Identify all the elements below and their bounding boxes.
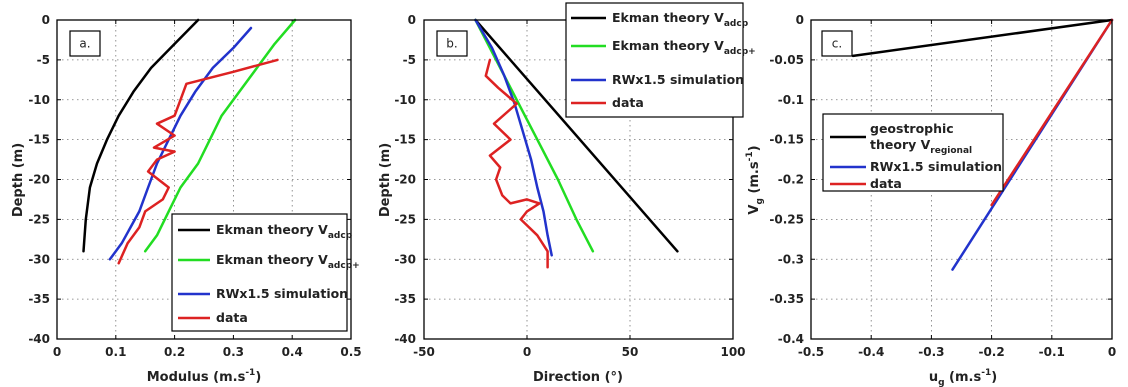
y-tick-label: -0.35 xyxy=(769,292,804,306)
x-axis-label: Modulus (m.s-1) xyxy=(147,368,262,385)
legend-entry: Ekman theory Vadcp xyxy=(612,10,749,29)
y-tick-label: -35 xyxy=(28,292,50,306)
panel-label-box xyxy=(69,30,101,57)
y-tick-label: -0.25 xyxy=(769,212,804,226)
x-tick-label: -0.1 xyxy=(1039,345,1065,359)
legend-box xyxy=(822,113,1004,192)
panel-label: c. xyxy=(832,37,842,51)
legend-entry: Ekman theory Vadcp+ xyxy=(612,38,756,57)
x-tick-label: 0 xyxy=(53,345,61,359)
y-tick-label: -20 xyxy=(28,173,50,187)
y-tick-label: 0 xyxy=(42,13,50,27)
y-tick-label: -30 xyxy=(28,252,50,266)
y-tick-label: -35 xyxy=(394,292,416,306)
y-tick-label: -0.1 xyxy=(778,93,804,107)
legend-entry: data xyxy=(216,310,248,325)
series-line-green xyxy=(143,18,297,253)
panel-label: b. xyxy=(446,37,457,51)
y-tick-label: -0.05 xyxy=(769,53,804,67)
legend-entry: geostrophic xyxy=(870,121,954,136)
y-axis-label: Depth (m) xyxy=(378,143,393,217)
y-tick-label: -15 xyxy=(28,133,50,147)
y-tick-label: -0.2 xyxy=(778,173,804,187)
series-line-black xyxy=(851,18,1114,58)
y-tick-label: -5 xyxy=(37,53,50,67)
y-tick-label: -0.15 xyxy=(769,133,804,147)
y-tick-label: -5 xyxy=(403,53,416,67)
y-tick-label: -10 xyxy=(394,93,416,107)
series-line-blue xyxy=(474,18,553,257)
legend-entry: RWx1.5 simulation xyxy=(870,159,1002,174)
y-tick-label: -40 xyxy=(394,332,416,346)
series-line-black xyxy=(82,18,200,253)
panel-label: a. xyxy=(79,37,90,51)
chart-panel-c: -0.5 -0.4 -0.3 -0.2 -0.1 00-0.05-0.1-0.15-0.2… xyxy=(745,13,1116,387)
y-tick-label: -10 xyxy=(28,93,50,107)
x-tick-label: 0.1 xyxy=(105,345,126,359)
series-line-red xyxy=(484,58,549,269)
x-tick-label: 0 xyxy=(1108,345,1116,359)
legend-entry: RWx1.5 simulation xyxy=(612,72,744,87)
legend-entry-line2: theory Vregional xyxy=(870,137,972,156)
y-tick-label: -0.3 xyxy=(778,252,804,266)
x-tick-label: 50 xyxy=(622,345,639,359)
legend-entry: RWx1.5 simulation xyxy=(216,286,348,301)
plot-frame xyxy=(810,19,1113,340)
x-tick-label: 0.5 xyxy=(340,345,361,359)
y-tick-label: -30 xyxy=(394,252,416,266)
x-tick-label: -0.5 xyxy=(798,345,824,359)
x-tick-label: 0.4 xyxy=(282,345,303,359)
legend-entry: data xyxy=(612,95,644,110)
x-tick-label: -50 xyxy=(413,345,435,359)
series-line-blue xyxy=(108,26,253,261)
legend: Ekman theory Vadcp Ekman theory Vadcp+ RWx… xyxy=(565,2,756,118)
legend-entry: data xyxy=(870,176,902,191)
y-tick-label: -20 xyxy=(394,173,416,187)
chart-panel-b: -50 0 50 100 0 -5 -10 -15 -20 -25 -30 -35 -40 b. Direc… xyxy=(378,2,756,385)
panel-label-box xyxy=(436,30,468,57)
x-tick-label: 100 xyxy=(720,345,745,359)
y-tick-label: -40 xyxy=(28,332,50,346)
series-line-red xyxy=(990,18,1114,207)
legend-entry: Ekman theory Vadcp+ xyxy=(216,252,360,271)
legend-box xyxy=(171,213,348,332)
x-axis-label: Direction (°) xyxy=(533,370,623,385)
x-axis-label: ug (m.s-1) xyxy=(929,368,997,387)
x-tick-label: 0 xyxy=(523,345,531,359)
legend-box xyxy=(565,2,744,118)
y-axis-label: Depth (m) xyxy=(11,143,26,217)
chart-panel-a: 0 0.1 0.2 0.3 0.4 0.5 0 -5 -10 -15 -20 -25 -30 -35 -40… xyxy=(11,13,362,385)
x-tick-label: 0.2 xyxy=(164,345,185,359)
x-tick-label: -0.3 xyxy=(918,345,944,359)
y-tick-label: -0.4 xyxy=(778,332,804,346)
y-tick-label: -15 xyxy=(394,133,416,147)
legend-entry: Ekman theory Vadcp xyxy=(216,222,353,241)
x-tick-label: 0.3 xyxy=(223,345,244,359)
series-line-black xyxy=(474,18,679,253)
y-tick-label: 0 xyxy=(796,13,804,27)
panel-label-box xyxy=(821,30,853,57)
y-tick-label: 0 xyxy=(408,13,416,27)
plot-frame xyxy=(56,19,352,340)
x-tick-label: -0.4 xyxy=(858,345,884,359)
y-axis-label: Vg (m.s-1) xyxy=(745,145,765,214)
legend: Ekman theory Vadcp Ekman theory Vadcp+ RWx… xyxy=(171,213,360,332)
series-line-red xyxy=(117,58,279,265)
x-tick-label: -0.2 xyxy=(978,345,1004,359)
y-tick-label: -25 xyxy=(28,212,50,226)
y-tick-label: -25 xyxy=(394,212,416,226)
